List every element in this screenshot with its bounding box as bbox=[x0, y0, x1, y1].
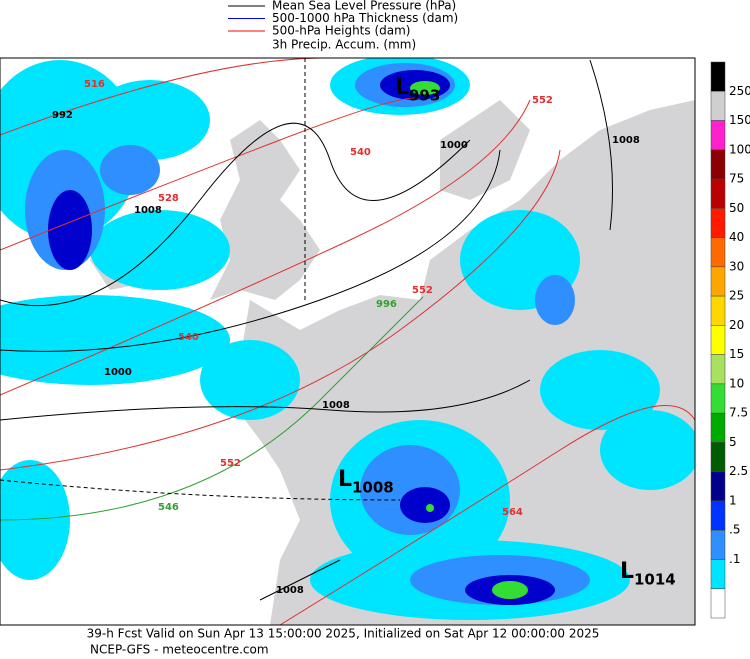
contour-label: 1000 bbox=[440, 140, 468, 151]
contour-label: 996 bbox=[376, 299, 397, 310]
colorbar-label: 5 bbox=[729, 435, 737, 449]
colorbar-swatch bbox=[710, 471, 726, 502]
contour-label: 564 bbox=[502, 507, 523, 518]
contour-label: 1000 bbox=[104, 367, 132, 378]
colorbar-swatch bbox=[710, 588, 726, 619]
low-symbol: L bbox=[395, 75, 409, 100]
low-symbol: L bbox=[338, 467, 352, 492]
colorbar-label: 250 bbox=[729, 84, 750, 98]
colorbar-label: 1 bbox=[729, 493, 737, 507]
colorbar-label: 40 bbox=[729, 230, 744, 244]
colorbar-label: .1 bbox=[729, 552, 740, 566]
colorbar-label: 7.5 bbox=[729, 406, 748, 420]
colorbar-label: 2.5 bbox=[729, 464, 748, 478]
colorbar-swatch bbox=[710, 208, 726, 238]
legend-label: Mean Sea Level Pressure (hPa) bbox=[272, 0, 456, 13]
contour-label: 552 bbox=[412, 285, 433, 296]
footer-valid-time: 39-h Fcst Valid on Sun Apr 13 15:00:00 2… bbox=[87, 627, 600, 641]
map-frame bbox=[0, 57, 696, 626]
colorbar-label: 15 bbox=[729, 347, 744, 361]
colorbar-label: 75 bbox=[729, 172, 744, 186]
colorbar-label: 30 bbox=[729, 259, 744, 273]
contour-label: 546 bbox=[158, 502, 179, 513]
colorbar-swatch bbox=[710, 354, 726, 385]
colorbar-swatch bbox=[710, 61, 726, 92]
contour-label: 540 bbox=[178, 332, 199, 343]
contour-label: 516 bbox=[84, 79, 105, 90]
colorbar-swatch bbox=[710, 383, 726, 414]
contour-label: 528 bbox=[158, 193, 179, 204]
colorbar-swatch bbox=[710, 266, 726, 297]
contour-label: 552 bbox=[532, 95, 553, 106]
colorbar-swatch bbox=[710, 149, 726, 180]
colorbar-label: 100 bbox=[729, 142, 750, 156]
colorbar-swatch bbox=[710, 237, 726, 268]
footer-source: NCEP-GFS - meteocentre.com bbox=[90, 643, 269, 656]
legend-label: 500-hPa Heights (dam) bbox=[272, 24, 410, 38]
colorbar-label: 50 bbox=[729, 201, 744, 215]
colorbar-swatch bbox=[710, 178, 726, 209]
precip-title: 3h Precip. Accum. (mm) bbox=[272, 38, 416, 52]
colorbar-swatch bbox=[710, 325, 726, 355]
low-value: 1008 bbox=[352, 479, 394, 497]
low-value: 1014 bbox=[634, 571, 676, 589]
legend: Mean Sea Level Pressure (hPa)500-1000 hP… bbox=[228, 0, 458, 38]
map: 9925161008528100054055210085529965401000… bbox=[0, 58, 695, 625]
colorbar-label: 20 bbox=[729, 318, 744, 332]
contour-label: 1008 bbox=[276, 585, 304, 596]
contour-label: 1008 bbox=[322, 400, 350, 411]
colorbar-label: 10 bbox=[729, 376, 744, 390]
colorbar-label: 150 bbox=[729, 113, 750, 127]
colorbar-swatch bbox=[710, 295, 726, 326]
contour-label: 1008 bbox=[612, 135, 640, 146]
contour-label: 992 bbox=[52, 110, 73, 121]
colorbar-swatch bbox=[710, 442, 726, 472]
contour-label: 552 bbox=[220, 458, 241, 469]
low-value: 993 bbox=[409, 87, 440, 105]
colorbar-swatch bbox=[710, 529, 726, 560]
low-symbol: L bbox=[620, 559, 634, 584]
colorbar-swatch bbox=[710, 559, 726, 589]
colorbar-label: .5 bbox=[729, 523, 740, 537]
colorbar-swatch bbox=[710, 412, 726, 443]
contour-label: 1008 bbox=[134, 205, 162, 216]
colorbar-swatch bbox=[710, 120, 726, 151]
colorbar-swatch bbox=[710, 91, 726, 121]
contour-label: 540 bbox=[350, 147, 371, 158]
legend-label: 500-1000 hPa Thickness (dam) bbox=[272, 11, 458, 25]
colorbar: 250 150 100 75 50 40 30 25 20 15 10 7.5 5 2.5 1 .5 .1 bbox=[710, 61, 750, 619]
colorbar-label: 25 bbox=[729, 289, 744, 303]
colorbar-swatch bbox=[710, 500, 726, 531]
